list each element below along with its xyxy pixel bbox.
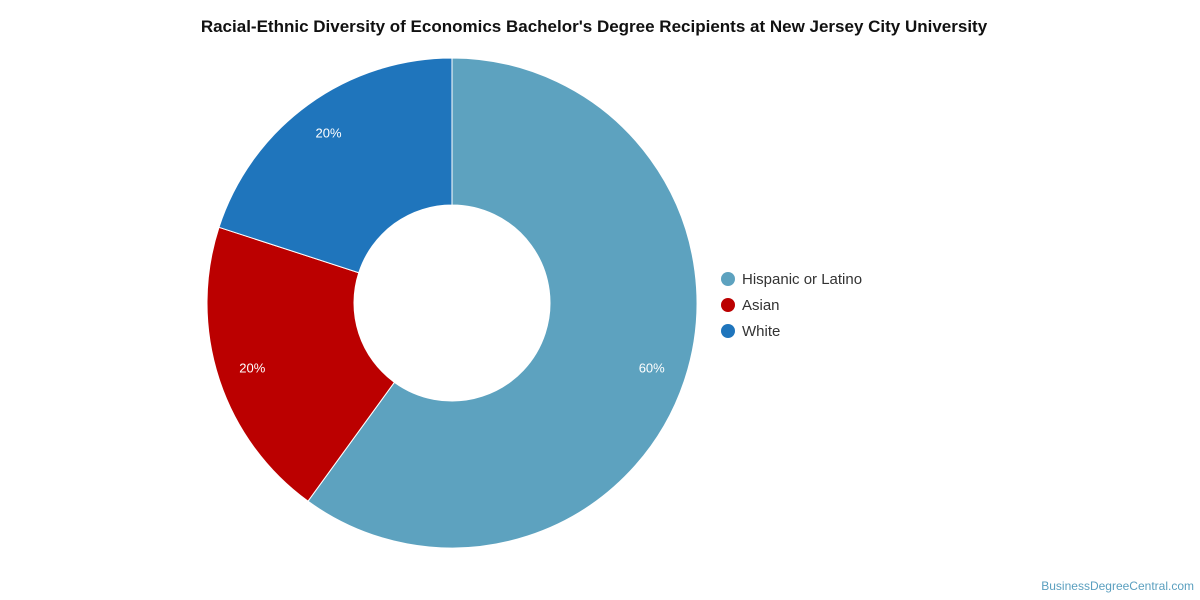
slice-white[interactable] bbox=[218, 57, 453, 274]
data-label-white: 20% bbox=[316, 126, 342, 141]
legend-label: Hispanic or Latino bbox=[742, 270, 863, 288]
donut-data-labels: 60% 20% 20% bbox=[239, 126, 665, 376]
data-label-asian: 20% bbox=[239, 360, 265, 375]
chart-legend: Hispanic or Latino Asian White bbox=[721, 266, 862, 344]
chart-title: Racial-Ethnic Diversity of Economics Bac… bbox=[200, 17, 988, 36]
slice-asian[interactable] bbox=[206, 226, 396, 502]
legend-label: White bbox=[742, 322, 781, 340]
legend-swatch-icon bbox=[721, 272, 735, 286]
legend-item-white[interactable]: White bbox=[721, 318, 862, 344]
legend-swatch-icon bbox=[721, 324, 735, 338]
legend-item-asian[interactable]: Asian bbox=[721, 292, 862, 318]
legend-label: Asian bbox=[742, 296, 780, 314]
legend-item-hispanic-or-latino[interactable]: Hispanic or Latino bbox=[721, 266, 862, 292]
slice-hispanic-or-latino[interactable] bbox=[307, 57, 698, 549]
legend-swatch-icon bbox=[721, 298, 735, 312]
data-label-hispanic-or-latino: 60% bbox=[639, 360, 665, 375]
watermark[interactable]: BusinessDegreeCentral.com bbox=[1041, 579, 1194, 593]
donut-slices bbox=[206, 57, 698, 549]
